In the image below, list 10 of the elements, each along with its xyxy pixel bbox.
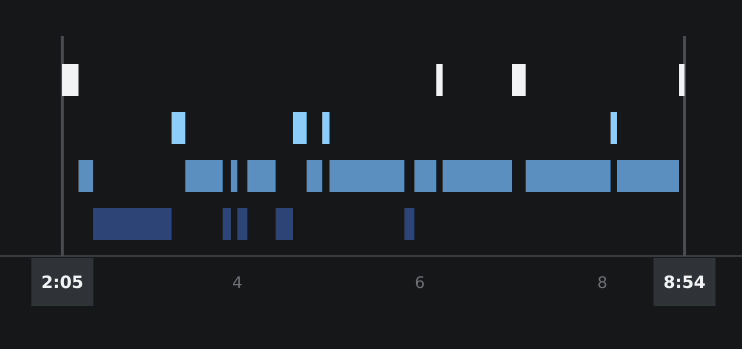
x-tick-label: 6 [414, 273, 425, 292]
x-tick-label: 4 [232, 273, 242, 292]
bar [414, 160, 436, 192]
x-tick-label: 8 [597, 273, 608, 292]
x-tick-label: 8:54 [663, 273, 706, 293]
x-tick-label: 2:05 [41, 273, 84, 293]
bar [442, 160, 512, 192]
bar [329, 160, 404, 192]
bar [616, 160, 680, 192]
bar [526, 160, 611, 192]
